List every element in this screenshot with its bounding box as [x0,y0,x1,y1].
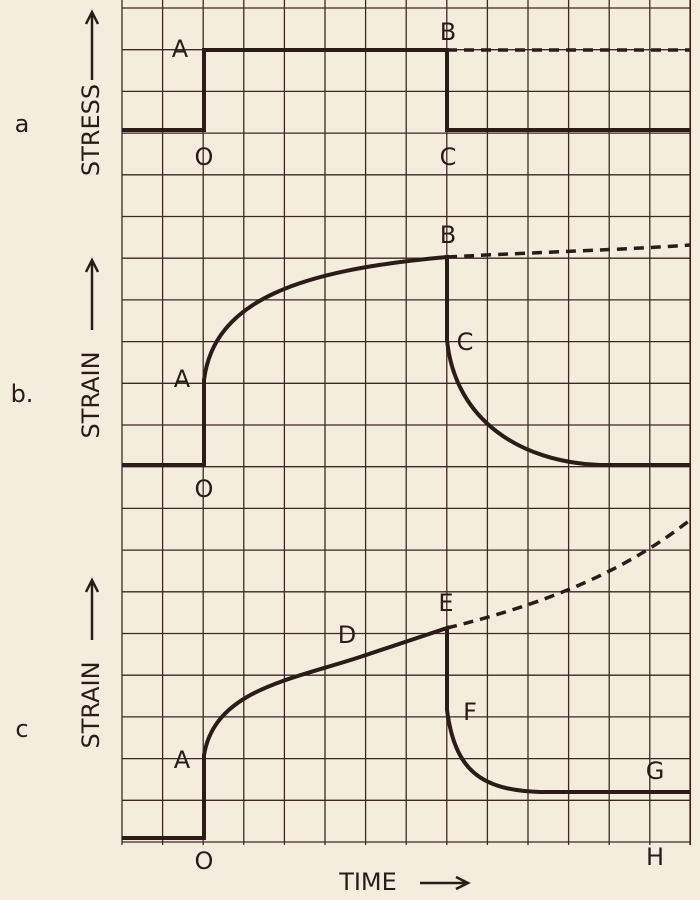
point-label: C [440,143,457,171]
stress-curve [122,48,690,132]
point-label: A [172,35,189,63]
axis-arrow [84,577,100,640]
panel-label: c [15,715,28,743]
panel-label: b. [11,380,34,408]
point-label: H [646,843,664,871]
y-axis-label: STRESS [77,84,105,176]
axis-arrow [420,875,471,891]
strain-extension-c [446,518,692,630]
point-label: A [174,746,191,774]
panel-label: a [15,110,30,138]
axis-arrow [84,257,100,330]
y-axis-label: STRAIN [77,351,105,438]
x-axis-label: TIME [338,868,397,896]
axis-arrow [84,9,100,80]
point-label: C [457,328,474,356]
point-label: F [463,698,477,726]
strain-curve-b [122,254,690,467]
point-label: E [438,589,453,617]
y-axis-label: STRAIN [77,661,105,748]
point-label: D [338,621,356,649]
point-label: B [440,221,456,249]
point-label: B [440,18,456,46]
point-label: O [195,847,214,875]
point-label: O [195,475,214,503]
point-label: O [195,143,214,171]
strain-curve-c [122,625,690,840]
strain-extension-b [446,243,691,259]
point-label: G [646,757,665,785]
point-label: A [174,365,191,393]
